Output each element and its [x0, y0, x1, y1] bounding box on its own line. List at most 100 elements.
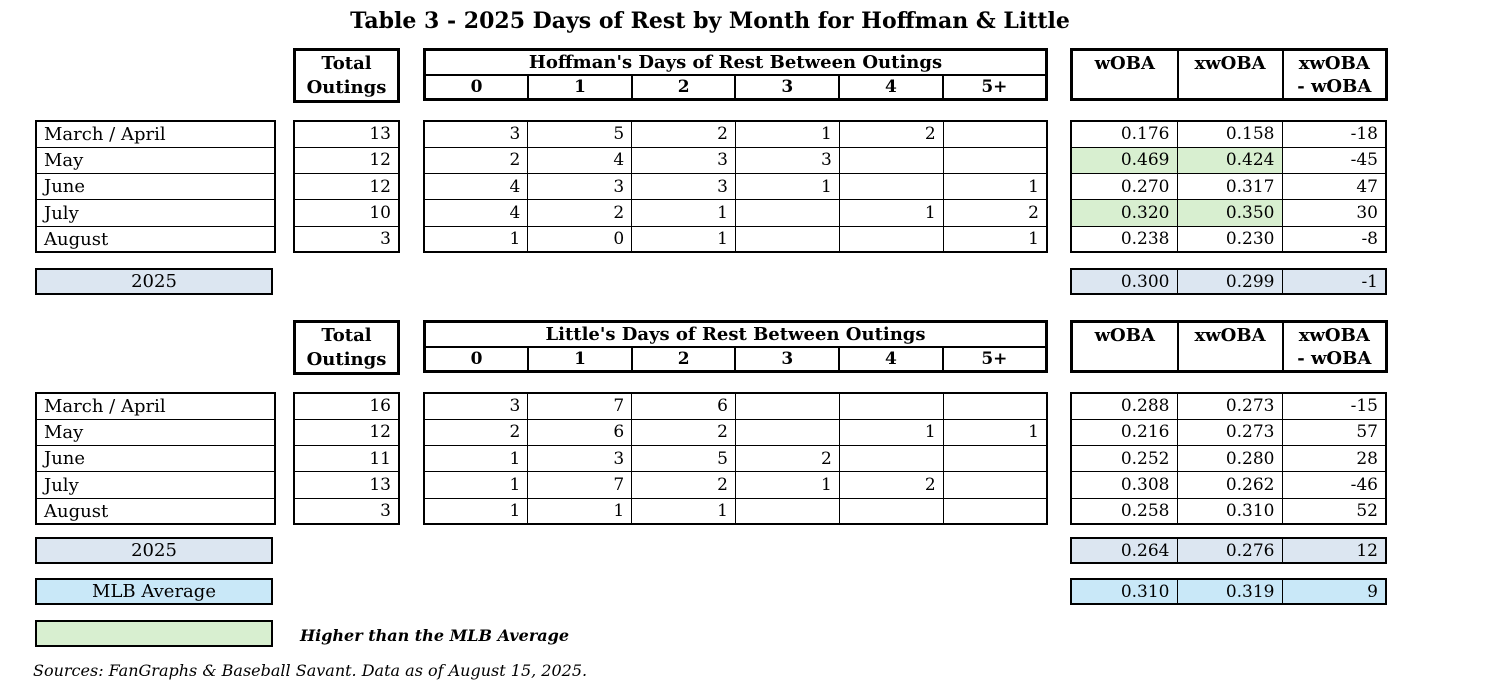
table-row: 0.252 0.280 28 — [1070, 445, 1387, 473]
table-row: August — [35, 225, 276, 253]
rest-col-header-4: 4 — [838, 73, 944, 101]
table-row: 0.320 0.350 30 — [1070, 199, 1387, 227]
rest-col-header-3: 3 — [734, 345, 841, 373]
rest-cell: 3 — [527, 445, 633, 473]
rest-col-header-3: 3 — [734, 73, 841, 101]
woba-cell: 0.320 — [1070, 199, 1178, 227]
rest-cell — [734, 497, 840, 525]
total-cell: 3 — [293, 497, 400, 525]
diff-summary-cell: 12 — [1281, 537, 1387, 564]
table-row: 3 5 2 1 2 — [423, 120, 1048, 148]
rest-cell: 2 — [734, 445, 840, 473]
rest-cell: 2 — [838, 471, 944, 499]
hoffman-stats-header: wOBA xwOBA xwOBA - wOBA — [1070, 48, 1388, 101]
table-row: August — [35, 497, 276, 525]
rest-cell: 1 — [942, 418, 1048, 447]
woba-cell: 0.216 — [1070, 418, 1178, 447]
rest-col-header-0: 0 — [423, 345, 530, 373]
xwoba-cell: 0.350 — [1176, 199, 1283, 227]
diff-cell: 52 — [1281, 497, 1387, 525]
table-row: May — [35, 418, 276, 447]
rest-cell: 2 — [423, 418, 529, 447]
diff-cell: -8 — [1281, 225, 1387, 253]
woba-mlb-cell: 0.310 — [1070, 578, 1178, 605]
mlb-average-label: MLB Average — [35, 578, 273, 605]
diff-mlb-cell: 9 — [1281, 578, 1387, 605]
table-row: 1 1 1 — [423, 497, 1048, 525]
rest-cell: 1 — [423, 497, 529, 525]
little-stats-grid: 0.288 0.273 -15 0.216 0.273 57 0.252 0.2… — [1070, 392, 1387, 526]
hoffman-days-header: Hoffman's Days of Rest Between Outings 0… — [423, 48, 1048, 101]
rest-cell: 1 — [734, 173, 840, 201]
little-days-group-header: Little's Days of Rest Between Outings — [423, 320, 1048, 348]
table-row: 0.216 0.273 57 — [1070, 418, 1387, 447]
rest-subheader-row: 0 1 2 3 4 5+ — [423, 73, 1048, 101]
table-row: July — [35, 199, 276, 227]
table-row: 3 7 6 — [423, 392, 1048, 420]
xwoba-cell: 0.230 — [1176, 225, 1283, 253]
xwoba-mlb-cell: 0.319 — [1176, 578, 1283, 605]
rest-cell: 3 — [423, 392, 529, 420]
table-row: 16 — [293, 392, 400, 420]
table-row: 10 — [293, 199, 400, 227]
table-row: 2 6 2 1 1 — [423, 418, 1048, 447]
summary-row: 0.310 0.319 9 — [1070, 578, 1387, 605]
xwoba-minus-woba-header: xwOBA - wOBA — [1281, 320, 1388, 373]
woba-header: wOBA — [1070, 48, 1179, 101]
month-cell: June — [35, 173, 276, 201]
table-row: 3 — [293, 497, 400, 525]
table-row: March / April — [35, 120, 276, 148]
table-row: June — [35, 173, 276, 201]
rest-cell: 2 — [631, 120, 736, 148]
table-row: May — [35, 146, 276, 175]
table-row: 1 3 5 2 — [423, 445, 1048, 473]
diff-cell: -18 — [1281, 120, 1387, 148]
table-row: 4 2 1 1 2 — [423, 199, 1048, 227]
rest-cell — [942, 497, 1048, 525]
rest-cell — [734, 225, 840, 253]
rest-cell: 3 — [631, 146, 736, 175]
table-row: 0.238 0.230 -8 — [1070, 225, 1387, 253]
source-note: Sources: FanGraphs & Baseball Savant. Da… — [33, 661, 588, 680]
table-row: 4 3 3 1 1 — [423, 173, 1048, 201]
rest-cell: 1 — [942, 225, 1048, 253]
rest-cell: 1 — [838, 418, 944, 447]
table-row: 11 — [293, 445, 400, 473]
month-cell: August — [35, 225, 276, 253]
rest-cell: 3 — [631, 173, 736, 201]
total-cell: 12 — [293, 173, 400, 201]
little-days-grid: 3 7 6 2 6 2 1 1 1 3 5 2 1 7 2 1 2 1 1 1 — [423, 392, 1048, 526]
table-row: 0.308 0.262 -46 — [1070, 471, 1387, 499]
total-cell: 3 — [293, 225, 400, 253]
diff-cell: 57 — [1281, 418, 1387, 447]
rest-cell — [838, 225, 944, 253]
table-row: 12 — [293, 146, 400, 175]
total-header-line2: Outings — [306, 349, 387, 370]
hoffman-total-outings-header: Total Outings — [293, 48, 400, 103]
woba-cell: 0.238 — [1070, 225, 1178, 253]
hoffman-month-column: March / April May June July August — [35, 120, 276, 254]
woba-cell: 0.176 — [1070, 120, 1178, 148]
legend-label: Higher than the MLB Average — [300, 626, 570, 645]
rest-cell: 1 — [631, 225, 736, 253]
rest-col-header-1: 1 — [527, 345, 633, 373]
rest-cell — [838, 173, 944, 201]
rest-cell: 2 — [838, 120, 944, 148]
woba-cell: 0.270 — [1070, 173, 1178, 201]
rest-cell — [942, 146, 1048, 175]
woba-cell: 0.252 — [1070, 445, 1178, 473]
rest-cell: 7 — [527, 471, 633, 499]
table-row: July — [35, 471, 276, 499]
xwoba-cell: 0.424 — [1176, 146, 1283, 175]
little-stats-header: wOBA xwOBA xwOBA - wOBA — [1070, 320, 1388, 373]
rest-cell: 5 — [527, 120, 633, 148]
woba-header: wOBA — [1070, 320, 1179, 373]
month-cell: May — [35, 418, 276, 447]
table-row: 0.288 0.273 -15 — [1070, 392, 1387, 420]
little-total-outings-column: 16 12 11 13 3 — [293, 392, 400, 526]
rest-cell: 4 — [527, 146, 633, 175]
woba-cell: 0.258 — [1070, 497, 1178, 525]
total-header-line2: Outings — [306, 77, 387, 98]
table-row: 2 4 3 3 — [423, 146, 1048, 175]
table-row: 0.258 0.310 52 — [1070, 497, 1387, 525]
